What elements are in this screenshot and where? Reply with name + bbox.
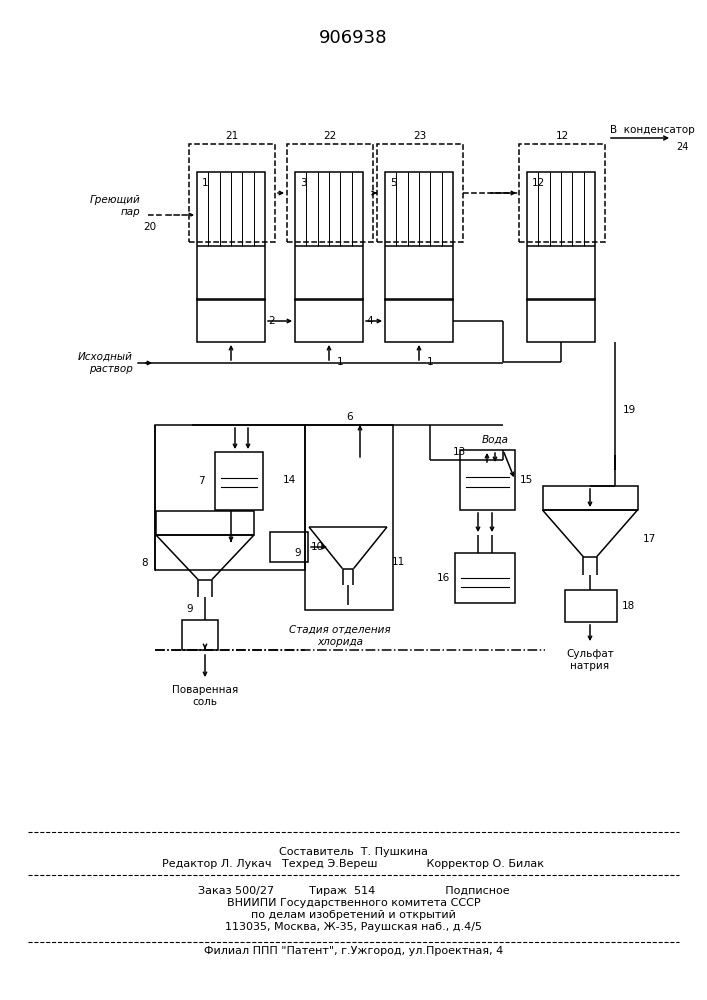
Text: 23: 23 — [414, 131, 426, 141]
Text: 17: 17 — [643, 534, 656, 544]
Text: Филиал ППП "Патент", г.Ужгород, ул.Проектная, 4: Филиал ППП "Патент", г.Ужгород, ул.Проек… — [204, 946, 503, 956]
Bar — [527, 299, 595, 342]
Text: Исходный: Исходный — [78, 352, 133, 362]
Text: 906938: 906938 — [319, 29, 387, 47]
Bar — [182, 620, 218, 650]
Text: 4: 4 — [366, 316, 373, 326]
Bar — [156, 511, 254, 535]
Bar — [460, 450, 515, 510]
Bar — [527, 172, 595, 300]
Text: 13: 13 — [453, 447, 466, 457]
Text: В  конденсатор: В конденсатор — [610, 125, 695, 135]
Text: Стадия отделения: Стадия отделения — [289, 625, 391, 635]
Text: 3: 3 — [300, 178, 307, 188]
Text: 18: 18 — [622, 601, 636, 611]
Bar — [215, 452, 263, 510]
Text: 5: 5 — [390, 178, 397, 188]
Text: 9: 9 — [294, 548, 301, 558]
Text: по делам изобретений и открытий: по делам изобретений и открытий — [251, 910, 456, 920]
Bar — [305, 425, 393, 610]
Text: Греющий: Греющий — [89, 195, 140, 205]
Text: 20: 20 — [144, 222, 156, 232]
Text: 7: 7 — [199, 476, 205, 486]
Text: соль: соль — [192, 697, 218, 707]
Text: 24: 24 — [676, 142, 689, 152]
Text: 22: 22 — [323, 131, 337, 141]
Text: 113035, Москва, Ж-35, Раушская наб., д.4/5: 113035, Москва, Ж-35, Раушская наб., д.4… — [225, 922, 482, 932]
Text: пар: пар — [120, 207, 140, 217]
Text: 2: 2 — [268, 316, 274, 326]
Text: ВНИИПИ Государственного комитета СССР: ВНИИПИ Государственного комитета СССР — [227, 898, 480, 908]
Text: натрия: натрия — [571, 661, 609, 671]
Text: 21: 21 — [226, 131, 239, 141]
Bar — [295, 172, 363, 300]
Bar — [565, 590, 617, 622]
Bar — [197, 172, 265, 300]
Bar — [455, 553, 515, 603]
Text: 14: 14 — [283, 475, 296, 485]
Text: 16: 16 — [437, 573, 450, 583]
Text: Заказ 500/27          Тираж  514                    Подписное: Заказ 500/27 Тираж 514 Подписное — [198, 886, 509, 896]
Text: 6: 6 — [346, 412, 354, 422]
Text: 15: 15 — [520, 475, 533, 485]
Text: 1: 1 — [427, 357, 433, 367]
Bar — [287, 144, 373, 242]
Text: 8: 8 — [141, 558, 148, 568]
Bar — [542, 486, 638, 510]
Text: 11: 11 — [392, 557, 405, 567]
Text: раствор: раствор — [89, 364, 133, 374]
Text: 12: 12 — [532, 178, 545, 188]
Text: Вода: Вода — [481, 435, 508, 445]
Bar — [377, 144, 463, 242]
Text: 1: 1 — [202, 178, 209, 188]
Text: 12: 12 — [556, 131, 568, 141]
Bar — [189, 144, 275, 242]
Text: 19: 19 — [623, 405, 636, 415]
Text: Сульфат: Сульфат — [566, 649, 614, 659]
Bar — [155, 425, 305, 570]
Bar — [270, 532, 308, 562]
Text: 9: 9 — [187, 604, 193, 614]
Text: Редактор Л. Лукач   Техред Э.Вереш              Корректор О. Билак: Редактор Л. Лукач Техред Э.Вереш Коррект… — [163, 859, 544, 869]
Text: Поваренная: Поваренная — [172, 685, 238, 695]
Bar — [197, 299, 265, 342]
Bar — [519, 144, 605, 242]
Text: 10: 10 — [311, 542, 324, 552]
Bar — [385, 172, 453, 300]
Text: хлорида: хлорида — [317, 637, 363, 647]
Bar — [295, 299, 363, 342]
Text: Составитель  Т. Пушкина: Составитель Т. Пушкина — [279, 847, 428, 857]
Bar — [385, 299, 453, 342]
Text: 1: 1 — [337, 357, 344, 367]
